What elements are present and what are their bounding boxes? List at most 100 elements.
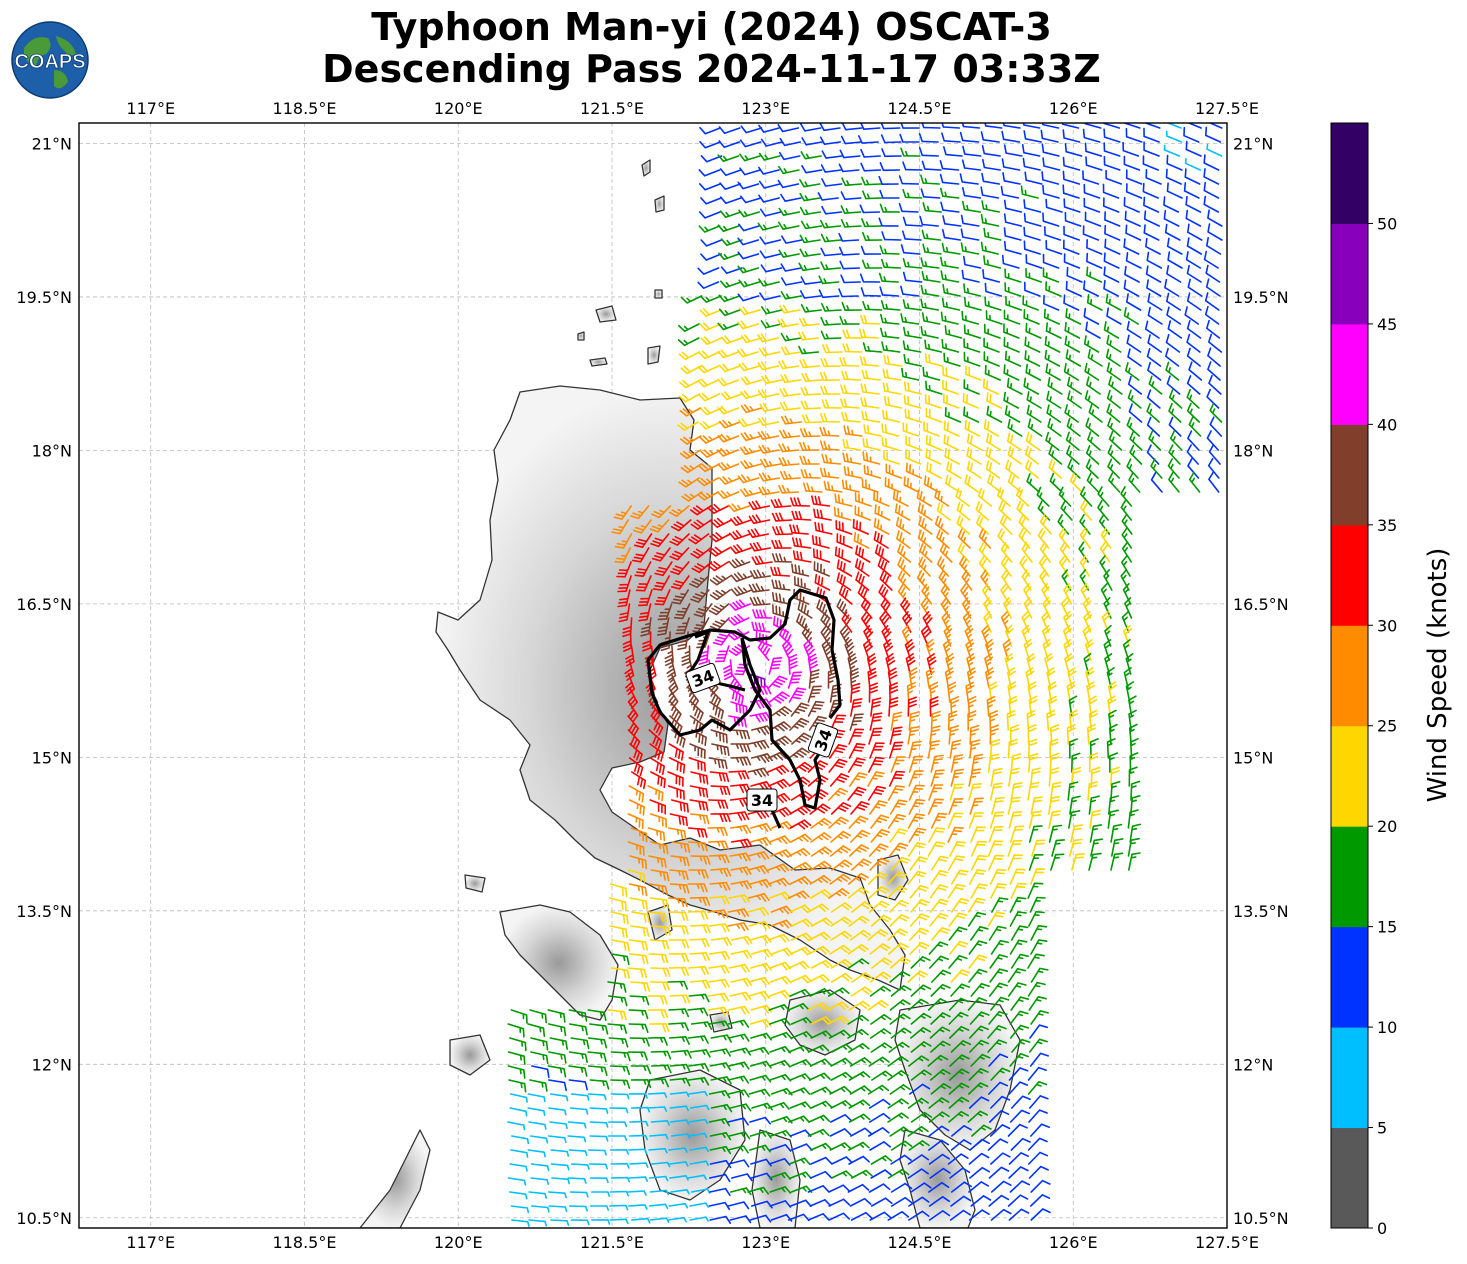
wind-barb xyxy=(910,1041,932,1053)
wind-barb xyxy=(689,1160,710,1166)
wind-barb xyxy=(1009,1010,1029,1025)
wind-barb xyxy=(749,1018,772,1028)
wind-barb xyxy=(880,327,900,339)
wind-barb xyxy=(1183,182,1200,199)
wind-barb xyxy=(769,1172,791,1180)
wind-barb xyxy=(690,589,710,603)
wind-barb xyxy=(819,136,842,145)
wind-barb xyxy=(589,1121,609,1128)
wind-barb xyxy=(981,145,1001,157)
wind-barb xyxy=(1000,185,1020,199)
wind-barb xyxy=(779,470,801,480)
wind-barb xyxy=(1082,225,1100,241)
wind-barb xyxy=(1063,583,1073,605)
wind-barb xyxy=(903,381,922,395)
wind-barb xyxy=(888,696,899,717)
wind-barb xyxy=(807,974,830,983)
wind-barb xyxy=(848,872,869,885)
wind-barb xyxy=(717,322,740,331)
wind-barb xyxy=(789,946,812,956)
wind-barb xyxy=(848,844,870,857)
wind-barb xyxy=(1004,240,1022,255)
wind-barb xyxy=(1027,1137,1048,1151)
wind-barb xyxy=(874,504,891,521)
wind-barb xyxy=(718,140,741,148)
wind-barb xyxy=(947,681,957,703)
wind-barb xyxy=(830,1114,852,1123)
wind-barb xyxy=(889,741,904,759)
wind-barb xyxy=(910,1182,932,1193)
wind-barb xyxy=(1125,653,1134,675)
wind-barb xyxy=(1187,223,1203,241)
wind-barb xyxy=(690,855,711,865)
wind-barb xyxy=(799,428,821,438)
wind-barb xyxy=(1048,810,1061,829)
wind-barb xyxy=(868,756,885,773)
wind-barb xyxy=(748,990,770,1000)
wind-barb xyxy=(920,188,941,199)
wind-barb xyxy=(1030,925,1048,941)
wind-barb xyxy=(777,179,800,189)
wind-barb xyxy=(759,250,782,259)
wind-barb xyxy=(789,876,812,885)
wind-barb xyxy=(895,516,911,535)
wind-barb xyxy=(978,528,992,549)
wind-barb xyxy=(1066,445,1080,465)
wind-barb xyxy=(818,275,840,285)
wind-barb xyxy=(1103,252,1120,269)
lat-tick-label-left: 16.5°N xyxy=(16,595,72,614)
wind-barb xyxy=(707,1006,729,1016)
wind-barb xyxy=(779,304,801,314)
lat-tick-label-right: 12°N xyxy=(1233,1055,1273,1074)
wind-barb xyxy=(729,1215,752,1224)
wind-barb xyxy=(820,413,841,423)
wind-barb xyxy=(770,806,792,817)
wind-barb xyxy=(719,210,742,218)
chart-title-line2: Descending Pass 2024-11-17 03:33Z xyxy=(322,47,1101,91)
wind-barb xyxy=(850,1211,873,1221)
wind-barb xyxy=(788,847,811,857)
wind-barb xyxy=(708,895,730,905)
wind-barb xyxy=(903,354,922,367)
wind-barb xyxy=(719,182,742,190)
wind-barb xyxy=(1207,361,1221,381)
wind-barb xyxy=(790,932,813,942)
wind-barb xyxy=(850,829,871,843)
wind-barb xyxy=(707,826,728,836)
wind-barb xyxy=(1001,569,1012,591)
wind-barb xyxy=(1064,143,1083,157)
wind-barb xyxy=(867,1000,889,1011)
wind-barb xyxy=(853,532,870,549)
wind-barb xyxy=(1206,430,1219,451)
wind-barb xyxy=(924,339,943,353)
wind-barb xyxy=(1088,752,1099,773)
wind-barb xyxy=(678,351,701,361)
wind-barb xyxy=(821,150,843,159)
wind-barb xyxy=(1007,1123,1028,1137)
wind-barb xyxy=(869,1141,891,1151)
wind-barb xyxy=(1168,389,1183,409)
wind-barb xyxy=(1186,333,1201,353)
wind-barb xyxy=(1129,823,1142,843)
wind-barb xyxy=(920,624,931,647)
wind-barb xyxy=(1021,541,1033,563)
wind-barb xyxy=(1084,639,1094,661)
wind-barb xyxy=(527,1149,546,1158)
wind-barb xyxy=(860,245,882,255)
wind-barb xyxy=(1128,852,1141,871)
wind-barb xyxy=(950,869,969,885)
wind-barb xyxy=(836,559,853,577)
wind-barb xyxy=(1010,925,1029,941)
wind-barb xyxy=(751,1200,773,1209)
wind-barb xyxy=(988,1053,1009,1067)
wind-barb xyxy=(657,603,673,621)
wind-barb xyxy=(1143,196,1160,213)
wind-barb xyxy=(1008,811,1023,829)
wind-barb xyxy=(737,320,760,330)
wind-barb xyxy=(1062,184,1080,199)
wind-barb xyxy=(948,997,969,1011)
wind-barb xyxy=(807,1128,830,1137)
wind-barb xyxy=(848,1000,871,1011)
wind-barb xyxy=(990,883,1007,899)
wind-barb xyxy=(936,529,950,549)
